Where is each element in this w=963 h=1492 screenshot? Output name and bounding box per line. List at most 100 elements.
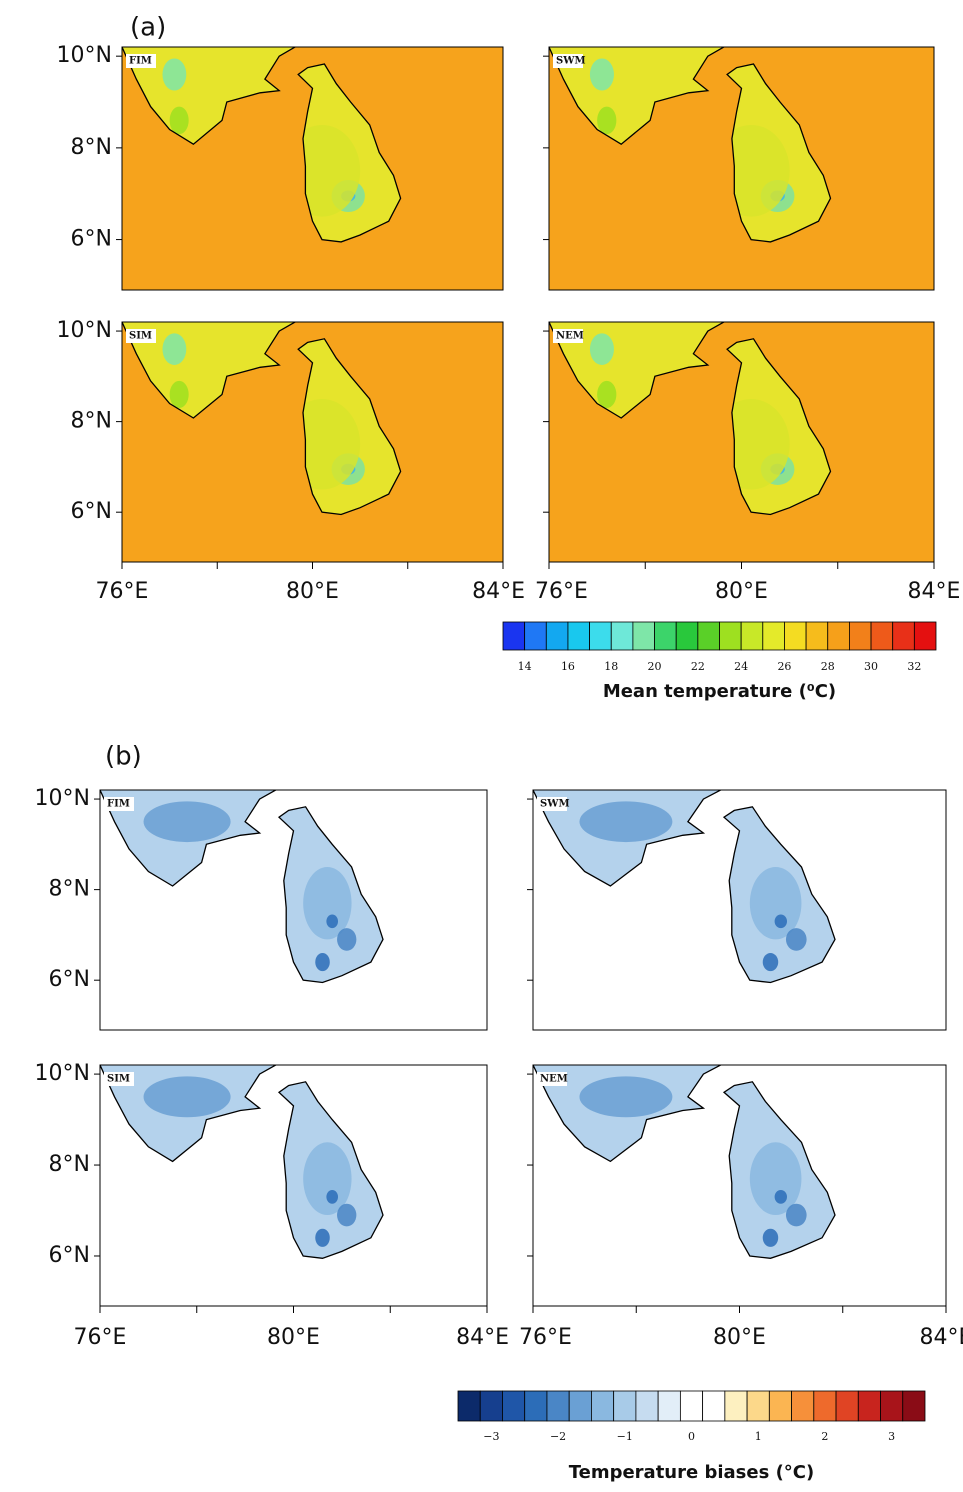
lon-label: 84°E	[472, 579, 525, 604]
lat-label: 8°N	[71, 409, 112, 434]
colorbar-cell	[591, 1390, 615, 1422]
colorbar-cell	[635, 1390, 659, 1422]
region	[774, 1190, 787, 1204]
colorbar-tick: 16	[561, 660, 575, 673]
region	[162, 58, 187, 91]
colorbar-tick: 3	[888, 1430, 895, 1443]
colorbar-cell	[613, 1390, 637, 1422]
lat-label: 8°N	[49, 877, 90, 902]
panel-label: (a)	[130, 13, 166, 43]
colorbar-cell	[702, 1390, 726, 1422]
region	[337, 1203, 357, 1227]
colorbar-cell	[546, 1390, 570, 1422]
map	[100, 790, 487, 1030]
season-tag: NEM	[553, 329, 584, 343]
region	[579, 1076, 673, 1118]
season-label: SWM	[540, 799, 570, 810]
region	[315, 1228, 330, 1247]
lon-label: 76°E	[74, 1325, 127, 1350]
colorbar-cell	[827, 621, 850, 651]
colorbar-cell	[567, 621, 591, 651]
colorbar-cell	[524, 1390, 548, 1422]
season-tag: FIM	[126, 54, 156, 68]
colorbar-cell	[589, 621, 612, 651]
colorbar-cell	[791, 1390, 815, 1422]
lat-label: 10°N	[35, 1061, 90, 1086]
region	[597, 106, 617, 135]
region	[762, 953, 779, 972]
region	[749, 1142, 802, 1216]
lon-label: 80°E	[286, 579, 339, 604]
lon-label: 76°E	[519, 1325, 572, 1350]
colorbar-tick: −1	[617, 1430, 633, 1443]
region	[143, 1076, 231, 1118]
coast	[122, 47, 297, 145]
season-label: NEM	[556, 331, 584, 342]
colorbar-cell	[679, 1390, 704, 1422]
region	[597, 380, 617, 409]
frame	[99, 789, 488, 1031]
colorbar-cell	[610, 621, 634, 651]
colorbar-cell	[568, 1390, 592, 1422]
colorbar-title: Mean temperature (⁰C)	[603, 681, 836, 702]
frame	[532, 789, 947, 1031]
colorbar-cell	[849, 621, 872, 651]
lat-label: 10°N	[57, 318, 112, 343]
colorbar-tick: 20	[648, 660, 662, 673]
map	[122, 322, 503, 562]
region	[303, 866, 352, 940]
colorbar-cell	[762, 621, 785, 651]
coast	[100, 790, 278, 887]
colorbar-cell	[913, 621, 937, 651]
lon-label: 80°E	[715, 579, 768, 604]
region	[589, 333, 614, 366]
region	[303, 1142, 352, 1216]
tag-box	[126, 54, 156, 68]
map	[533, 790, 946, 1030]
colorbar-cell	[892, 621, 915, 651]
season-label: FIM	[107, 799, 130, 810]
coast	[277, 806, 384, 984]
colorbar-cell	[784, 621, 807, 651]
season-tag: FIM	[104, 797, 134, 811]
map	[549, 322, 934, 562]
tag-box	[104, 797, 134, 811]
lon-label: 84°E	[908, 579, 961, 604]
coast	[533, 790, 723, 887]
colorbar-cell	[768, 1390, 792, 1422]
colorbar-cell	[724, 1390, 748, 1422]
colorbar-title: Temperature biases (°C)	[569, 1462, 815, 1483]
lat-label: 6°N	[49, 1243, 90, 1268]
colorbar-tick: 24	[734, 660, 748, 673]
colorbar-cell	[675, 621, 699, 651]
season-label: FIM	[129, 56, 152, 67]
region	[749, 866, 802, 940]
colorbar-cell	[502, 1390, 526, 1422]
season-tag: NEM	[537, 1072, 568, 1086]
lat-label: 10°N	[57, 43, 112, 68]
colorbar-cell	[632, 621, 655, 651]
tag-box	[104, 1072, 134, 1086]
colorbar-tick: 28	[821, 660, 835, 673]
map	[100, 1065, 487, 1306]
lat-label: 6°N	[49, 967, 90, 992]
region	[326, 1190, 339, 1204]
region	[169, 106, 189, 135]
lon-label: 76°E	[535, 579, 588, 604]
colorbar-cell	[479, 1390, 503, 1422]
lon-label: 84°E	[456, 1325, 509, 1350]
colorbar-cell	[746, 1390, 770, 1422]
map	[533, 1065, 946, 1306]
colorbar-cell	[870, 621, 894, 651]
region	[774, 914, 787, 929]
season-label: SIM	[129, 331, 152, 342]
colorbar-cell	[697, 621, 720, 651]
region	[762, 1228, 779, 1247]
colorbar-tick: 2	[821, 1430, 828, 1443]
coast	[549, 322, 726, 419]
season-tag: SIM	[126, 329, 156, 343]
lat-label: 10°N	[35, 786, 90, 811]
colorbar-cell	[740, 621, 764, 651]
region	[315, 953, 330, 972]
panel-label: (b)	[105, 742, 142, 772]
